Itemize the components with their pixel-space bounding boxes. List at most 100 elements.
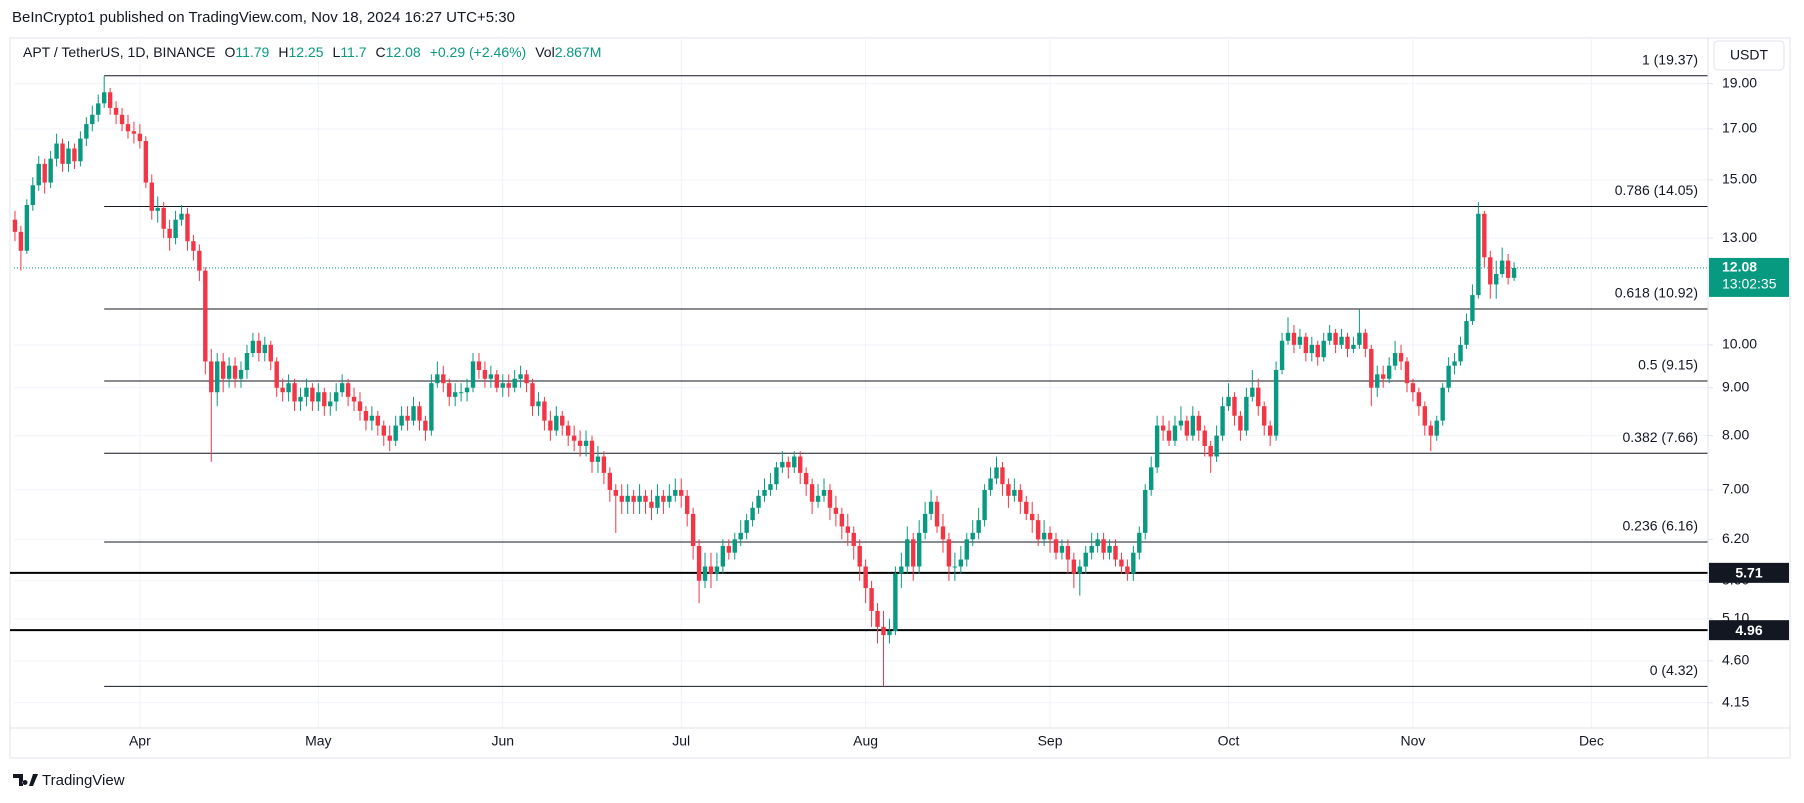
candle-body <box>958 559 964 567</box>
candle-body <box>607 472 613 490</box>
candle-body <box>1214 435 1219 457</box>
candle-body <box>256 340 262 354</box>
candle-body <box>1505 260 1511 278</box>
open-label: O <box>224 44 236 60</box>
candle-body <box>369 415 375 421</box>
candle-body <box>1297 336 1303 345</box>
candle-body <box>744 520 749 533</box>
candle-body <box>107 92 113 108</box>
candle-body <box>708 566 714 574</box>
candle-body <box>940 526 946 540</box>
candle-body <box>673 489 678 496</box>
y-tick-label: 9.00 <box>1722 378 1749 394</box>
currency-label[interactable]: USDT <box>1730 47 1769 63</box>
candle-body <box>911 539 916 567</box>
candle-body <box>18 231 24 251</box>
candle-body <box>530 383 535 407</box>
volume-value: 2.867M <box>554 44 602 60</box>
candle-body <box>72 148 77 162</box>
candle-body <box>732 539 737 553</box>
candle-body <box>286 383 291 393</box>
candle-body <box>1446 365 1451 388</box>
candle-body <box>24 205 30 251</box>
candle-body <box>833 507 839 514</box>
candle-body <box>1315 344 1320 358</box>
candle-body <box>536 401 541 407</box>
candle-body <box>1095 539 1100 546</box>
support-tag <box>1709 620 1789 641</box>
candle-body <box>84 124 89 139</box>
candle-body <box>512 378 517 388</box>
candle-body <box>1422 406 1428 426</box>
candles <box>12 75 1517 687</box>
fib-label: 0.786 (14.05) <box>1615 182 1698 198</box>
candle-body <box>1267 425 1273 436</box>
candle-body <box>1416 392 1422 407</box>
candle-body <box>1053 539 1059 553</box>
candle-body <box>684 495 690 514</box>
open-value: 11.79 <box>235 44 270 60</box>
y-tick-label: 4.15 <box>1722 693 1749 709</box>
candle-body <box>113 107 119 115</box>
candle-body <box>649 501 654 508</box>
candle-body <box>851 532 856 546</box>
close-label: C <box>375 44 386 60</box>
candle-body <box>738 532 743 540</box>
candle-body <box>881 626 886 636</box>
candle-body <box>155 207 160 211</box>
fib-label: 1 (19.37) <box>1642 51 1698 67</box>
x-tick-label: Jul <box>672 733 690 749</box>
candle-body <box>322 392 327 407</box>
candle-body <box>310 387 315 402</box>
candle-body <box>339 383 345 393</box>
candle-body <box>36 163 41 186</box>
candle-body <box>1107 545 1112 553</box>
currency-button[interactable]: USDT <box>1713 40 1785 71</box>
change: +0.29 (+2.46%) <box>429 44 527 60</box>
candle-body <box>1285 332 1291 341</box>
countdown: 13:02:35 <box>1722 276 1777 292</box>
last-price-label: 12.08 <box>1722 259 1757 275</box>
candle-body <box>244 353 250 371</box>
high-label: H <box>278 44 289 60</box>
candle-body <box>1196 415 1201 431</box>
candle-body <box>1440 387 1445 421</box>
candle-body <box>1482 213 1487 258</box>
candle-body <box>809 484 815 502</box>
candle-body <box>1148 467 1154 490</box>
candle-body <box>482 370 488 379</box>
candle-body <box>173 219 178 239</box>
candle-body <box>1006 484 1011 496</box>
support-tag <box>1709 562 1789 583</box>
candle-body <box>232 365 238 379</box>
candle-body <box>131 131 137 134</box>
footer-logo: TradingView <box>13 772 125 789</box>
y-tick-label: 13.00 <box>1722 229 1757 245</box>
candle-body <box>934 501 940 527</box>
candle-body <box>1375 374 1380 388</box>
candle-body <box>714 566 720 574</box>
candle-body <box>1131 552 1136 574</box>
candle-body <box>42 163 47 183</box>
candle-body <box>625 495 630 502</box>
candle-body <box>351 396 357 402</box>
candle-body <box>946 539 952 567</box>
candle-body <box>1303 336 1309 354</box>
candle-body <box>399 415 404 426</box>
candle-body <box>1380 374 1386 379</box>
candle-body <box>696 545 702 581</box>
candle-body <box>226 365 232 379</box>
currency-button-bg[interactable] <box>1713 40 1785 71</box>
candle-body <box>1369 348 1374 388</box>
candle-body <box>702 566 708 581</box>
candle-body <box>441 374 446 384</box>
candle-body <box>970 532 975 540</box>
candle-body <box>458 392 464 394</box>
candle-body <box>304 387 309 397</box>
candle-body <box>1208 445 1213 457</box>
candle-body <box>12 219 18 232</box>
logo-mark <box>13 774 38 786</box>
candle-body <box>30 185 35 206</box>
low-label: L <box>332 44 341 60</box>
